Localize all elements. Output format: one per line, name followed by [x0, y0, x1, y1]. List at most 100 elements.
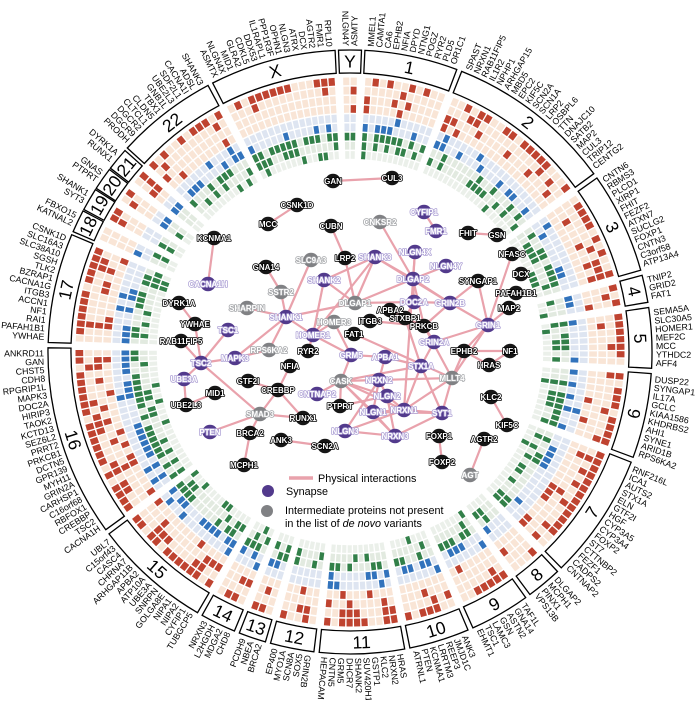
svg-text:DUSP22: DUSP22: [654, 374, 689, 387]
svg-text:Physical interactions: Physical interactions: [318, 473, 417, 485]
svg-text:RAI1: RAI1: [26, 313, 47, 325]
svg-text:CUBN: CUBN: [319, 222, 342, 231]
svg-text:MCPH1: MCPH1: [230, 461, 259, 470]
svg-text:1: 1: [402, 57, 416, 79]
svg-text:ANKRD11: ANKRD11: [4, 348, 44, 358]
svg-text:NLGN2: NLGN2: [373, 392, 401, 401]
svg-text:LRP2: LRP2: [335, 254, 356, 263]
svg-text:HOMER1: HOMER1: [655, 321, 693, 334]
svg-text:CDH8: CDH8: [21, 374, 46, 386]
svg-text:RPS6KA2: RPS6KA2: [251, 346, 288, 355]
svg-text:GRIN2A: GRIN2A: [419, 338, 449, 347]
svg-text:YWHAE: YWHAE: [180, 320, 210, 329]
svg-text:MLLT4: MLLT4: [439, 374, 465, 383]
svg-text:SYNGAP1: SYNGAP1: [459, 277, 498, 286]
svg-text:STXBP1: STXBP1: [389, 314, 421, 323]
svg-text:CNTN5: CNTN5: [326, 657, 338, 687]
svg-text:NLGN3: NLGN3: [331, 427, 359, 436]
svg-text:YWHAE: YWHAE: [12, 330, 45, 342]
svg-text:NRXN3: NRXN3: [381, 432, 409, 441]
svg-text:Synapse: Synapse: [286, 486, 328, 498]
svg-text:PAFAH1B1: PAFAH1B1: [495, 289, 537, 298]
svg-text:DHCR7: DHCR7: [345, 658, 355, 688]
svg-text:SHANK1: SHANK1: [270, 313, 303, 322]
svg-text:GSN: GSN: [488, 231, 506, 240]
svg-text:EPHB2: EPHB2: [451, 347, 478, 356]
svg-text:CACNA1H: CACNA1H: [188, 280, 227, 289]
svg-text:MAPK3: MAPK3: [221, 354, 250, 363]
svg-text:EPHB2: EPHB2: [391, 20, 405, 50]
svg-text:BRCA2: BRCA2: [236, 429, 264, 438]
svg-text:FOXP2: FOXP2: [429, 458, 456, 467]
svg-text:APBA2: APBA2: [376, 306, 404, 315]
svg-text:6: 6: [623, 407, 645, 421]
svg-text:PRKCB: PRKCB: [410, 322, 439, 331]
svg-text:NLGN4Y: NLGN4Y: [430, 262, 463, 271]
svg-text:UBE3A: UBE3A: [170, 375, 197, 384]
svg-text:SSTR2: SSTR2: [268, 288, 294, 297]
svg-text:MEF2C: MEF2C: [655, 331, 686, 342]
svg-text:NFASC: NFASC: [498, 250, 525, 259]
svg-text:KLC2: KLC2: [481, 393, 502, 402]
svg-text:AHI1: AHI1: [645, 424, 667, 439]
svg-text:X: X: [267, 60, 284, 82]
svg-text:MMEL1: MMEL1: [366, 16, 378, 47]
svg-text:Y: Y: [344, 52, 356, 72]
svg-text:ITGB3: ITGB3: [358, 317, 382, 326]
svg-text:5: 5: [630, 333, 650, 344]
svg-text:CYFIP1: CYFIP1: [410, 208, 439, 217]
svg-text:MAP2: MAP2: [498, 304, 521, 313]
svg-text:AGT: AGT: [462, 471, 479, 480]
svg-text:APBA1: APBA1: [371, 353, 399, 362]
svg-text:KLC2: KLC2: [378, 656, 390, 679]
svg-text:GCLC: GCLC: [651, 400, 677, 414]
svg-text:ACCN1: ACCN1: [18, 293, 49, 308]
svg-text:11: 11: [352, 632, 371, 653]
svg-text:NRXN2: NRXN2: [387, 655, 401, 686]
svg-text:RPGRIP1L: RPGRIP1L: [2, 382, 46, 397]
svg-text:AGTR2: AGTR2: [470, 435, 498, 444]
svg-text:12: 12: [283, 625, 306, 648]
svg-text:GRM5: GRM5: [339, 351, 363, 360]
svg-text:YTHDC2: YTHDC2: [656, 350, 691, 360]
svg-text:GAN: GAN: [324, 177, 342, 186]
svg-text:NRXN2: NRXN2: [365, 376, 393, 385]
svg-text:RYR2: RYR2: [297, 347, 319, 356]
svg-text:GRM5: GRM5: [335, 658, 346, 684]
svg-text:ITGB3: ITGB3: [23, 285, 50, 300]
svg-text:CASK: CASK: [330, 377, 353, 386]
svg-text:GAN: GAN: [25, 357, 44, 368]
svg-text:CSNK1D: CSNK1D: [281, 201, 314, 210]
svg-text:DLGAP2: DLGAP2: [397, 275, 430, 284]
svg-text:FAT1: FAT1: [650, 288, 672, 302]
svg-text:SHANK2: SHANK2: [353, 658, 364, 694]
svg-text:4: 4: [623, 284, 645, 298]
svg-text:NF1: NF1: [30, 304, 48, 316]
svg-text:ATRX: ATRX: [287, 27, 301, 51]
svg-text:RUNX1: RUNX1: [289, 414, 317, 423]
svg-text:DCX: DCX: [296, 30, 309, 50]
svg-text:DOC2A: DOC2A: [400, 298, 428, 307]
svg-text:UBE2L3: UBE2L3: [171, 401, 202, 410]
svg-text:HOMER3: HOMER3: [317, 318, 352, 327]
svg-text:STX1A: STX1A: [408, 362, 434, 371]
svg-text:SOX5: SOX5: [291, 653, 305, 678]
svg-text:RAB11FIP5: RAB11FIP5: [160, 337, 203, 346]
svg-text:NLGN1: NLGN1: [359, 408, 387, 417]
svg-text:AGTR2: AGTR2: [304, 19, 318, 49]
svg-text:GRIN2B: GRIN2B: [298, 654, 312, 688]
svg-text:MAPK3: MAPK3: [17, 390, 48, 404]
svg-text:FOXP1: FOXP1: [426, 432, 453, 441]
svg-text:SYNGAP1: SYNGAP1: [653, 383, 696, 398]
svg-text:SHANK2: SHANK2: [308, 276, 341, 285]
svg-text:PAFAH1B1: PAFAH1B1: [1, 320, 46, 333]
svg-text:NFIA: NFIA: [399, 30, 412, 52]
svg-text:DPYD: DPYD: [408, 27, 423, 53]
svg-text:FHIT: FHIT: [459, 229, 477, 238]
svg-text:ASMTY: ASMTY: [349, 15, 359, 46]
svg-text:TSC2: TSC2: [191, 359, 212, 368]
svg-text:FMR1: FMR1: [314, 23, 326, 48]
svg-text:17: 17: [54, 278, 78, 301]
svg-text:KIF5C: KIF5C: [495, 421, 518, 430]
svg-text:IL17A: IL17A: [652, 391, 676, 404]
